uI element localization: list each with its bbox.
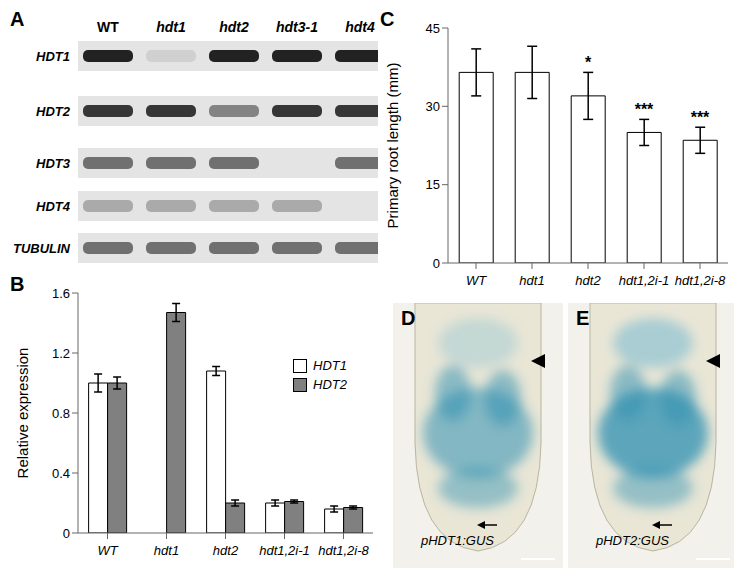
svg-text:Primary root length (mm): Primary root length (mm) bbox=[384, 63, 401, 229]
svg-text:Relative expression: Relative expression bbox=[14, 348, 31, 479]
html-text:HDT1: HDT1 bbox=[313, 358, 347, 373]
svg-text:45: 45 bbox=[426, 21, 440, 36]
svg-text:30: 30 bbox=[426, 99, 440, 114]
svg-text:hdt1,2i-8: hdt1,2i-8 bbox=[318, 543, 369, 558]
html-text:A: A bbox=[10, 8, 25, 30]
svg-text:hdt1,2i-1: hdt1,2i-1 bbox=[619, 273, 670, 288]
svg-text:hdt1,2i-1: hdt1,2i-1 bbox=[259, 543, 310, 558]
svg-text:1.2: 1.2 bbox=[52, 346, 70, 361]
svg-text:HDT3: HDT3 bbox=[36, 156, 71, 171]
svg-text:WT: WT bbox=[97, 543, 118, 558]
svg-text:0.8: 0.8 bbox=[52, 406, 70, 421]
svg-text:HDT2: HDT2 bbox=[36, 104, 71, 119]
svg-text:hdt1: hdt1 bbox=[519, 273, 544, 288]
svg-text:0.4: 0.4 bbox=[52, 466, 70, 481]
svg-text:hdt4: hdt4 bbox=[345, 19, 375, 35]
html-text:HDT2: HDT2 bbox=[313, 377, 347, 392]
svg-text:1.6: 1.6 bbox=[52, 286, 70, 301]
svg-text:pHDT2:GUS: pHDT2:GUS bbox=[595, 533, 669, 548]
svg-text:hdt1,2i-8: hdt1,2i-8 bbox=[675, 273, 726, 288]
svg-text:E: E bbox=[576, 307, 589, 329]
svg-text:hdt2: hdt2 bbox=[575, 273, 601, 288]
svg-text:WT: WT bbox=[97, 19, 119, 35]
svg-text:pHDT1:GUS: pHDT1:GUS bbox=[420, 533, 494, 548]
svg-text:hdt1: hdt1 bbox=[154, 543, 179, 558]
svg-text:***: *** bbox=[691, 109, 710, 126]
svg-text:*: * bbox=[585, 54, 592, 71]
svg-text:hdt1: hdt1 bbox=[156, 19, 186, 35]
svg-text:hdt2: hdt2 bbox=[213, 543, 239, 558]
svg-text:15: 15 bbox=[426, 177, 440, 192]
html-text:C: C bbox=[380, 8, 395, 30]
svg-text:hdt2: hdt2 bbox=[219, 19, 249, 35]
svg-text:hdt3-1: hdt3-1 bbox=[276, 19, 318, 35]
svg-text:HDT4: HDT4 bbox=[36, 199, 71, 214]
svg-text:HDT1: HDT1 bbox=[36, 49, 70, 64]
svg-text:WT: WT bbox=[466, 273, 487, 288]
svg-text:TUBULIN: TUBULIN bbox=[13, 241, 71, 256]
html-text:B: B bbox=[10, 273, 25, 295]
svg-text:0: 0 bbox=[63, 526, 70, 541]
svg-text:***: *** bbox=[635, 101, 654, 118]
svg-text:D: D bbox=[401, 307, 415, 329]
svg-text:0: 0 bbox=[433, 256, 440, 271]
